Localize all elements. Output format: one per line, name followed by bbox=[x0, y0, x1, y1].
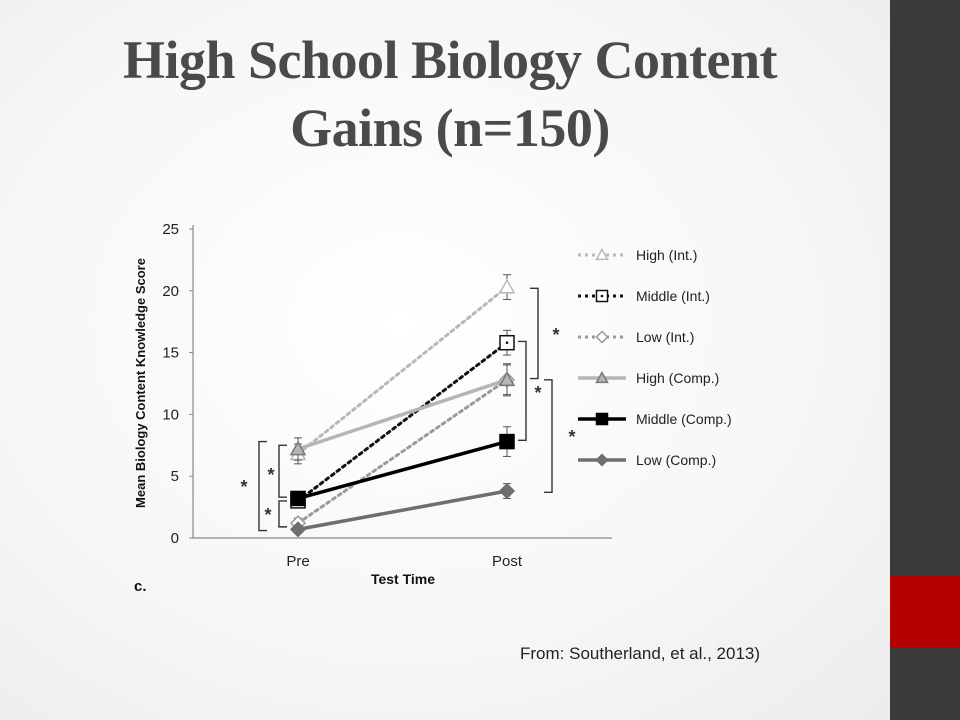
sidebar-accent-block bbox=[890, 576, 960, 648]
legend-marker bbox=[595, 370, 609, 384]
y-tick-label: 25 bbox=[162, 221, 179, 238]
significance-star: * bbox=[264, 505, 271, 525]
bracket-post-upper bbox=[530, 287, 539, 380]
bracket-post-outer bbox=[544, 379, 553, 493]
legend-marker bbox=[595, 412, 609, 426]
legend-marker bbox=[595, 330, 609, 344]
data-point bbox=[290, 490, 306, 507]
y-tick-label: 0 bbox=[171, 530, 179, 547]
y-tick-label: 15 bbox=[162, 345, 179, 362]
x-tick-label: Pre bbox=[286, 553, 309, 570]
series-line bbox=[296, 341, 509, 503]
y-tick-label: 5 bbox=[171, 468, 179, 485]
legend-label: Low (Int.) bbox=[636, 329, 694, 345]
significance-star: * bbox=[240, 477, 247, 497]
data-point bbox=[289, 440, 307, 456]
legend-marker bbox=[595, 453, 609, 467]
data-point-dot bbox=[505, 341, 509, 345]
significance-star: * bbox=[267, 465, 274, 485]
bracket-pre-lower bbox=[278, 500, 287, 528]
legend-label: High (Int.) bbox=[636, 247, 697, 263]
legend-marker bbox=[595, 247, 609, 261]
legend-label: Middle (Comp.) bbox=[636, 411, 732, 427]
slide-title: High School Biology Content Gains (n=150… bbox=[40, 26, 860, 162]
bracket-pre-upper bbox=[278, 444, 287, 498]
data-point bbox=[499, 433, 515, 450]
y-tick-label: 10 bbox=[162, 406, 179, 423]
x-tick-label: Post bbox=[492, 553, 523, 570]
legend-label: Middle (Int.) bbox=[636, 288, 710, 304]
slide-title-line1: High School Biology Content bbox=[122, 30, 778, 90]
data-point bbox=[289, 521, 307, 538]
data-point bbox=[498, 278, 516, 294]
panel-label: c. bbox=[134, 578, 147, 595]
y-tick-label: 20 bbox=[162, 283, 179, 300]
slide-title-line2: Gains (n=150) bbox=[290, 98, 610, 158]
series-line bbox=[296, 378, 509, 451]
series-line bbox=[296, 378, 509, 525]
data-point bbox=[498, 371, 516, 387]
bracket-post-middle bbox=[518, 340, 527, 442]
x-axis-title: Test Time bbox=[371, 571, 435, 587]
legend-label: Low (Comp.) bbox=[636, 452, 716, 468]
significance-star: * bbox=[552, 325, 559, 345]
y-axis-title: Mean Biology Content Knowledge Score bbox=[133, 258, 148, 508]
citation-text: From: Southerland, et al., 2013) bbox=[520, 644, 761, 663]
bracket-pre-outer bbox=[258, 440, 267, 532]
significance-star: * bbox=[534, 383, 541, 403]
series-line bbox=[296, 285, 509, 456]
significance-star: * bbox=[568, 427, 575, 447]
legend-marker-dot bbox=[600, 294, 604, 298]
legend-label: High (Comp.) bbox=[636, 370, 719, 386]
data-point bbox=[498, 482, 516, 500]
series-line bbox=[296, 489, 509, 532]
slide-background bbox=[0, 0, 890, 720]
series-line bbox=[296, 439, 509, 501]
